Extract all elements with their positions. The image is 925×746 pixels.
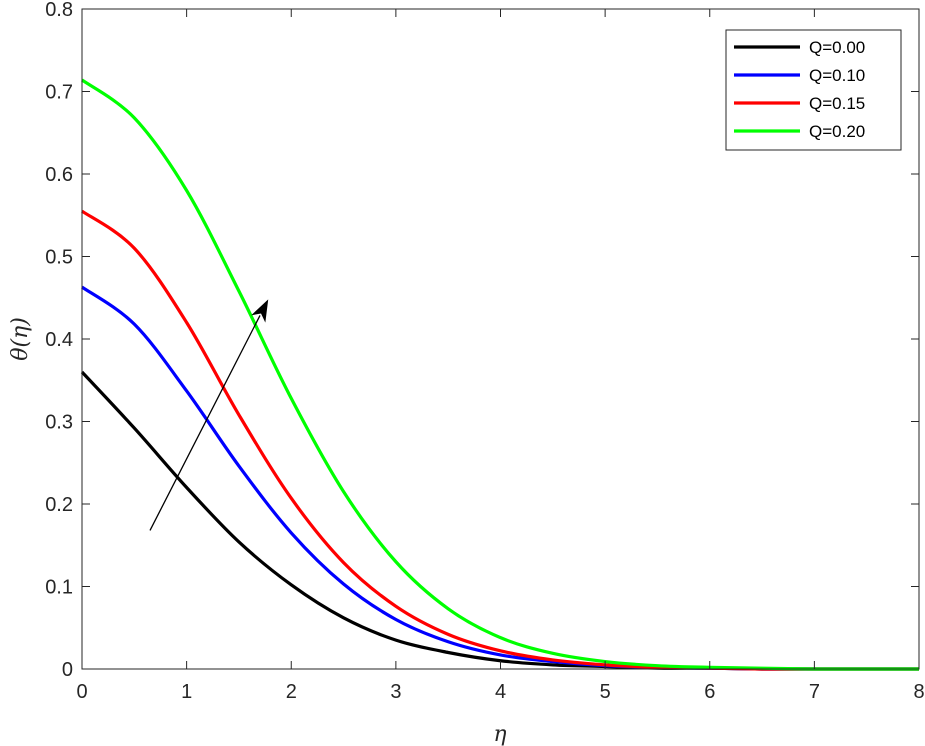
x-tick-label: 0 [76,681,87,703]
series-line-3 [81,78,919,671]
y-tick-label: 0.1 [45,577,73,599]
y-tick-label: 0.3 [45,412,73,434]
x-tick-label: 7 [809,681,820,703]
y-tick-label: 0 [62,659,73,681]
x-tick-label: 8 [913,681,924,703]
arrow-head [251,299,269,323]
x-tick-label: 6 [704,681,715,703]
x-tick-label: 5 [600,681,611,703]
y-axis-label: θ(η) [8,317,33,361]
y-tick-label: 0.2 [45,494,73,516]
legend-label: Q=0.20 [809,122,865,141]
x-axis-label: η [493,722,506,746]
y-tick-labels: 0 0.1 0.2 0.3 0.4 0.5 0.6 0.7 0.8 [45,0,73,681]
legend-label: Q=0.15 [809,94,865,113]
x-tick-label: 3 [390,681,401,703]
legend-label: Q=0.10 [809,66,865,85]
x-tick-labels: 0 1 2 3 4 5 6 7 8 [76,681,924,703]
y-tick-label: 0.7 [45,82,73,104]
trend-arrow [149,299,269,531]
legend-label: Q=0.00 [809,38,865,57]
y-tick-label: 0.5 [45,247,73,269]
arrow-shaft [149,315,261,531]
x-tick-label: 2 [286,681,297,703]
x-tick-label: 1 [181,681,192,703]
y-tick-label: 0.6 [45,164,73,186]
axis-ticks [81,8,920,670]
y-tick-label: 0.4 [45,329,73,351]
x-tick-label: 4 [495,681,506,703]
y-tick-label: 0.8 [45,0,73,21]
legend: Q=0.00 Q=0.10 Q=0.15 Q=0.20 [725,29,902,151]
